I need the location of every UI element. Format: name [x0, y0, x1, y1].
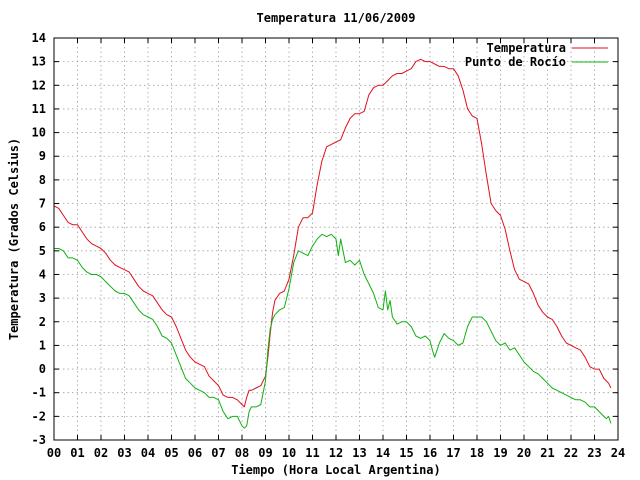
y-tick-label: -3 [32, 433, 46, 447]
series-line-temperatura [53, 58, 612, 408]
series-layer [53, 58, 612, 429]
x-tick-label: 01 [70, 446, 84, 460]
x-tick-label: 16 [423, 446, 437, 460]
legend-label-temperatura: Temperatura [487, 41, 566, 55]
y-tick-label: 9 [39, 149, 46, 163]
y-tick-label: 5 [39, 244, 46, 258]
y-tick-label: 11 [32, 102, 46, 116]
y-tick-label: 4 [39, 267, 46, 281]
y-tick-label: 8 [39, 173, 46, 187]
y-tick-label: 12 [32, 78, 46, 92]
x-tick-label: 18 [470, 446, 484, 460]
y-tick-label: -1 [32, 386, 46, 400]
x-tick-label: 02 [94, 446, 108, 460]
legend: Temperatura Punto de Rocío [465, 41, 608, 69]
x-tick-label: 15 [399, 446, 413, 460]
x-tick-label: 05 [164, 446, 178, 460]
x-tick-label: 17 [446, 446, 460, 460]
x-tick-label: 24 [611, 446, 625, 460]
y-tick-label: 0 [39, 362, 46, 376]
series-line-punto-de-rocio [54, 233, 612, 429]
x-tick-label: 08 [235, 446, 249, 460]
x-tick-label: 14 [376, 446, 390, 460]
y-tick-label: 14 [32, 31, 46, 45]
x-tick-label: 11 [305, 446, 319, 460]
y-tick-label: 13 [32, 55, 46, 69]
y-tick-label: -2 [32, 409, 46, 423]
x-tick-label: 23 [587, 446, 601, 460]
x-tick-label: 09 [258, 446, 272, 460]
y-tick-label: 6 [39, 220, 46, 234]
x-tick-label: 12 [329, 446, 343, 460]
chart-title: Temperatura 11/06/2009 [257, 11, 416, 25]
y-tick-label: 7 [39, 197, 46, 211]
x-tick-label: 19 [493, 446, 507, 460]
x-tick-label: 13 [352, 446, 366, 460]
y-axis-label: Temperatura (Grados Celsius) [7, 138, 21, 340]
y-tick-label: 10 [32, 126, 46, 140]
x-tick-label: 20 [517, 446, 531, 460]
x-axis-label: Tiempo (Hora Local Argentina) [231, 463, 441, 477]
x-tick-label: 00 [47, 446, 61, 460]
legend-label-punto-de-rocio: Punto de Rocío [465, 55, 566, 69]
x-tick-label: 04 [141, 446, 155, 460]
x-tick-label: 10 [282, 446, 296, 460]
y-tick-label: 1 [39, 338, 46, 352]
x-tick-label: 21 [540, 446, 554, 460]
x-tick-label: 22 [564, 446, 578, 460]
y-tick-label: 3 [39, 291, 46, 305]
x-tick-label: 07 [211, 446, 225, 460]
x-tick-label: 03 [117, 446, 131, 460]
x-tick-label: 06 [188, 446, 202, 460]
y-tick-label: 2 [39, 315, 46, 329]
